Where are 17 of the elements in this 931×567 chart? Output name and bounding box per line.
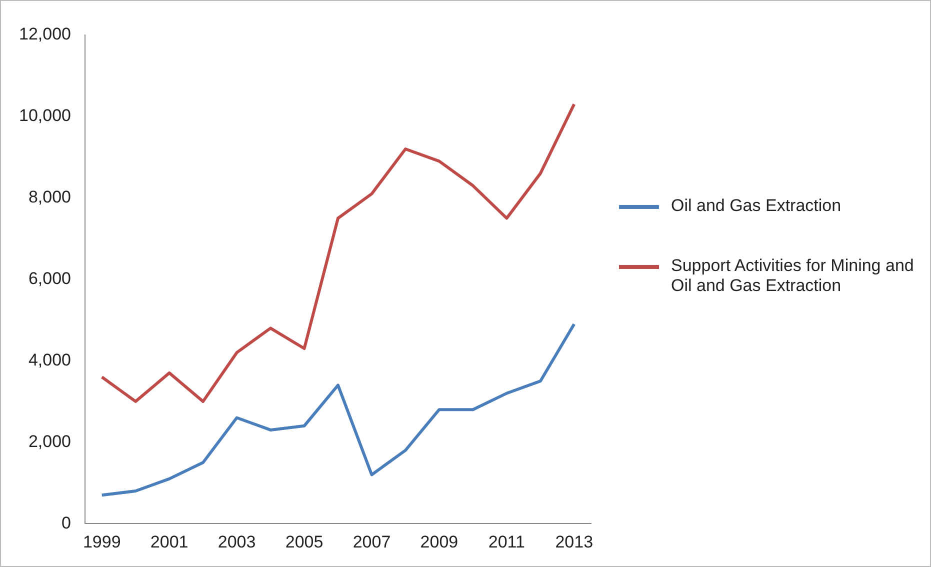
y-tick-label: 0 <box>62 513 71 532</box>
x-tick-label: 2003 <box>218 532 256 552</box>
x-tick-label: 2011 <box>488 532 525 552</box>
y-tick-label: 8,000 <box>28 188 71 207</box>
x-tick-label: 1999 <box>82 532 121 552</box>
legend-label: Oil and Gas Extraction <box>671 196 842 216</box>
x-tick-label: 2001 <box>150 532 188 552</box>
y-tick-label: 12,000 <box>18 24 71 44</box>
y-tick-label: 6,000 <box>28 268 71 288</box>
x-tick-label: 2007 <box>352 532 391 552</box>
x-tick-label: 2009 <box>420 532 458 552</box>
legend-label: Support Activities for Mining and Oil and Gas Extraction <box>671 256 915 296</box>
y-tick-label: 2,000 <box>28 432 71 451</box>
y-tick-label: 4,000 <box>28 350 71 370</box>
x-tick-label: 2013 <box>555 532 594 552</box>
x-tick-label: 2005 <box>285 532 324 552</box>
y-tick-label: 10,000 <box>18 106 71 126</box>
